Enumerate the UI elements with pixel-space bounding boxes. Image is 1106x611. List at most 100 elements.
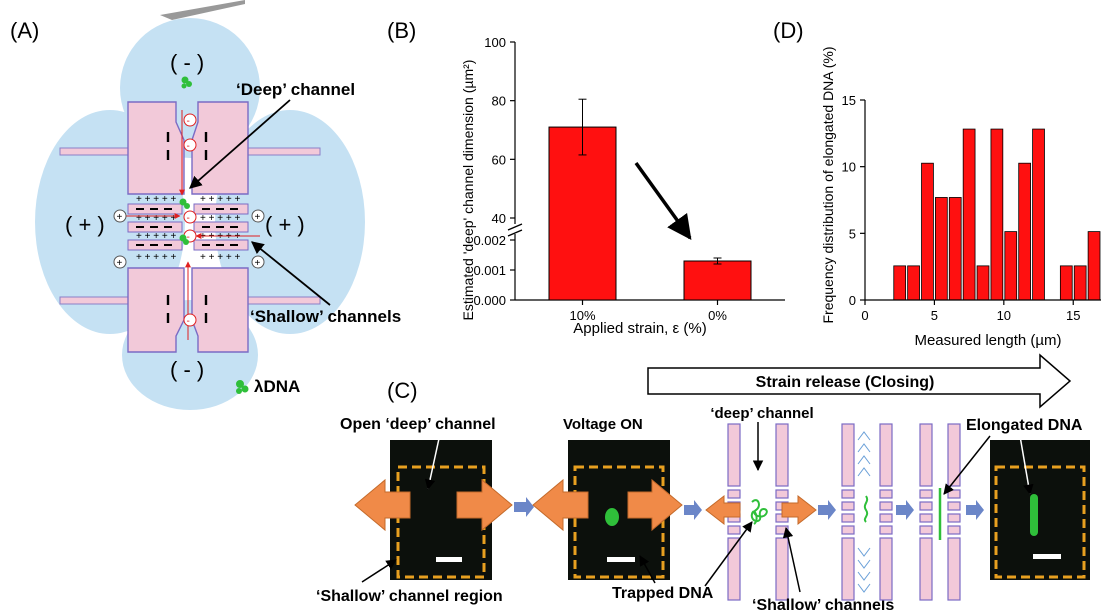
deep-channel-c-label: ‘deep’ channel [710,405,813,422]
block-bottom-left [127,267,185,353]
chart-d-bar [893,265,907,301]
elongated-dna-streak [1030,494,1038,536]
dna-legend-label: λDNA [254,377,300,396]
electric-field-lines [120,110,260,340]
dna-molecule-icons [179,76,249,394]
chart-b-y-tick-label: 0.002 [473,233,506,248]
chart-d-bar [1073,265,1087,301]
chart-b-y-tick-label: 60 [492,152,506,167]
chart-d-x-tick-label: 10 [997,308,1011,323]
side-bar-left-top [59,147,129,156]
panel-d-label: (D) [773,18,804,43]
trapped-dna-arrow [639,555,656,584]
panel-c-process-diagram: (C) Strain release (Closing) Open ‘deep’… [316,353,1090,611]
chart-d-plot-area: 0 5 10 15 0 5 10 15 [842,93,1101,323]
chart-d-bar [962,128,976,301]
dna-coil [750,499,768,525]
strain-release-label: Strain release (Closing) [756,374,935,391]
chart-d-y-tick-label: 10 [842,160,856,175]
flow-marks [857,431,871,593]
shallow-channels-c-label: ‘Shallow’ channels [752,597,894,611]
chart-b-y-tick-label: 0.001 [473,263,506,278]
trapped-dna-c-arrow [704,521,753,587]
svg-text:+ + + + +: + + + + + [200,213,240,224]
chart-d-y-tick-label: 5 [849,226,856,241]
svg-text:+ + + + +: + + + + + [200,252,240,263]
svg-text:+ + + + +: + + + + + [136,231,176,242]
trend-arrow [634,161,692,240]
chart-d-y-tick-label: 15 [842,93,856,108]
reservoir-right-label: ( + ) [265,212,305,237]
strain-release-arrow [647,353,1072,409]
block-top-right [191,101,249,195]
chart-d-bar [1087,231,1101,301]
pull-arrow-right-2 [627,478,683,532]
panel-b-label: (B) [387,18,416,43]
panel-c-label: (C) [387,378,418,403]
pull-arrow-right-3 [781,494,817,526]
svg-text:+: + [117,258,123,269]
chart-d-bar [907,265,920,301]
side-bar-right-top [247,147,321,156]
chart-b-y-tick-label: 0.000 [473,293,506,308]
trapped-dna-spot [605,508,619,526]
deep-channel-arrow [189,99,291,189]
chart-d-bar [990,128,1004,301]
chart-d-bar [948,197,962,301]
shallow-region-label: ‘Shallow’ channel region [316,588,503,605]
svg-text:+: + [117,212,123,223]
chart-b-bar [683,260,752,301]
shallow-channels-c-arrow [782,526,801,593]
side-bar-left-bottom [59,296,129,305]
chart-d-bar [1032,128,1045,301]
chart-d-x-axis-label: Measured length (µm) [914,332,1061,349]
shallow-region-arrow [361,559,397,583]
scale-bar-2 [607,557,635,562]
svg-text:+: + [255,212,261,223]
block-top-left [127,101,185,195]
scale-bar-3 [1033,554,1061,559]
chart-d-y-axis-label: Frequency distribution of elongated DNA … [820,46,836,323]
svg-text:+ + + + +: + + + + + [200,194,240,205]
shallow-region-outline-3 [994,465,1086,579]
chart-d-y-tick-label: 0 [849,293,856,308]
shallow-region-outline-2 [573,465,665,579]
reservoir-top-label: ( - ) [170,50,204,75]
chart-b-bar [548,126,617,301]
svg-text:-: - [187,213,190,224]
reservoir-bottom-label: ( - ) [170,357,204,382]
elongated-dna-arrow [1019,435,1034,496]
chart-d-x-tick-label: 15 [1066,308,1080,323]
chart-d-bar [1004,231,1018,301]
svg-text:-: - [187,141,190,152]
decorative-shape [160,0,245,20]
chart-b-x-tick-label: 10% [569,308,595,323]
step-arrow-4 [896,500,914,520]
chart-b-axis-break [507,223,523,237]
trapped-dna-label: Trapped DNA [612,585,714,602]
elongated-dna-label: Elongated DNA [966,417,1083,434]
scale-bar [436,557,462,562]
chart-d-x-tick-label: 0 [861,308,868,323]
deep-channel-label: ‘Deep’ channel [236,80,355,99]
open-deep-channel-label: Open ‘deep’ channel [340,416,496,433]
pull-arrow-left-3 [705,494,741,526]
ion-symbols: - - - - - + + + + [113,113,265,327]
block-bottom-right [191,267,249,353]
reservoir-left-label: ( + ) [65,212,105,237]
chart-d-x-tick-label: 5 [931,308,938,323]
pull-arrow-left-1 [354,478,411,532]
channel-minus-marks [136,208,238,246]
step-arrow-1 [514,497,534,517]
open-deep-channel-arrow [424,433,441,491]
step-arrow-5 [966,500,984,520]
schematic-closing [841,423,893,601]
chart-d-bar [1018,162,1031,301]
step-arrow-2 [684,500,702,520]
svg-text:+ + + + +: + + + + + [136,213,176,224]
chart-d-bar [935,197,948,301]
chart-d-bar [921,162,934,301]
block-charge-marks [166,132,208,323]
voltage-on-label: Voltage ON [563,416,643,433]
